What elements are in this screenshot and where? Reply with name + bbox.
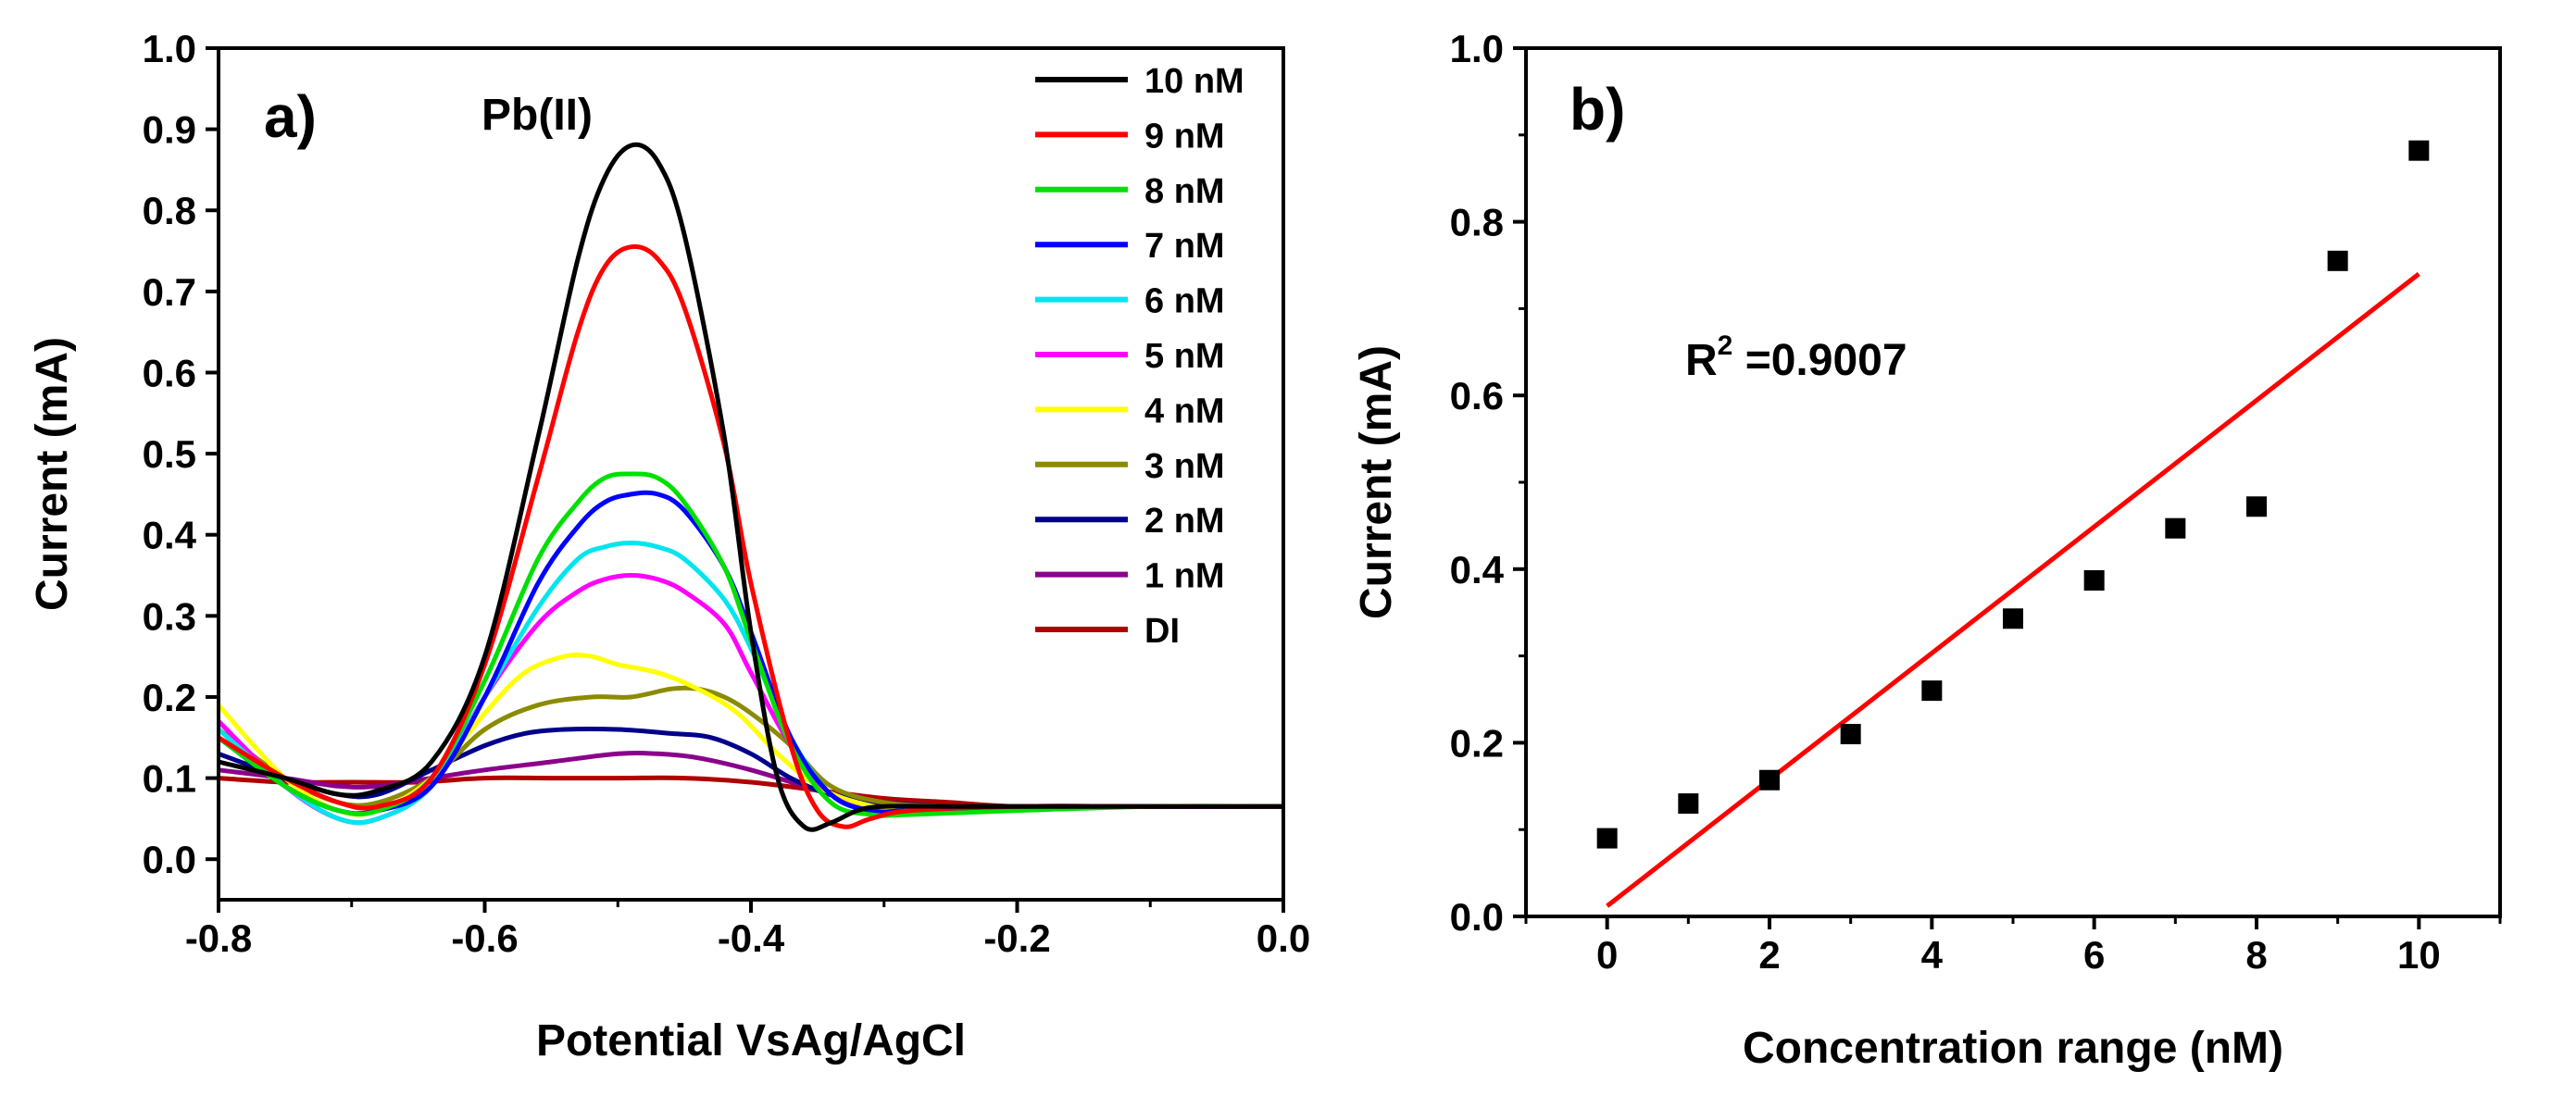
b-y-tick-label: 0.2 xyxy=(1450,721,1504,765)
a-legend-label-1: 9 nM xyxy=(1144,117,1225,156)
a-y-tick-label: 0.3 xyxy=(143,594,196,638)
b-x-tick-label: 6 xyxy=(2083,933,2105,977)
a-y-tick-label: 0.0 xyxy=(143,838,196,881)
b-data-point-7 xyxy=(2165,517,2186,539)
a-legend-label-8: 2 nM xyxy=(1144,502,1225,541)
a-panel-label: a) xyxy=(264,83,317,150)
b-data-point-6 xyxy=(2083,569,2105,591)
b-x-tick-label: 8 xyxy=(2245,933,2267,977)
b-data-point-0 xyxy=(1596,828,1618,849)
a-curves xyxy=(217,142,1284,832)
a-y-tick-label: 0.1 xyxy=(143,757,196,801)
b-y-axis-title: Current (mA) xyxy=(1352,345,1401,619)
a-x-tick-label: -0.6 xyxy=(451,916,518,960)
b-x-tick-label: 10 xyxy=(2397,933,2441,977)
a-legend-label-6: 4 nM xyxy=(1144,392,1225,430)
a-legend-label-4: 6 nM xyxy=(1144,282,1225,321)
b-panel-label: b) xyxy=(1569,76,1625,143)
b-data-point-2 xyxy=(1759,769,1780,791)
a-y-tick-label: 0.7 xyxy=(143,270,196,314)
panel-b: 0 2 4 6 8 10 0.00.20.40.60.81.0 b) R2 =0.9007… xyxy=(1352,27,2502,1073)
b-annotation-r: R xyxy=(1685,336,1718,385)
b-data-point-9 xyxy=(2327,250,2348,271)
a-y-axis-title: Current (mA) xyxy=(28,337,77,611)
b-annotation-value: =0.9007 xyxy=(1732,336,1907,385)
a-x-tick-label: -0.4 xyxy=(718,916,785,960)
a-legend-label-9: 1 nM xyxy=(1144,557,1225,596)
panel-a: -0.8 -0.6 -0.4 -0.2 0.0 0.00.10.20.30.40.50.… xyxy=(28,27,1310,1065)
a-y-tick-label: 1.0 xyxy=(143,27,196,70)
b-y-tick-label: 0.8 xyxy=(1450,201,1504,244)
b-x-axis-title: Concentration range (nM) xyxy=(1743,1024,2283,1073)
b-x-tick-label: 4 xyxy=(1921,933,1944,977)
b-data-point-8 xyxy=(2246,496,2267,517)
a-legend-label-5: 5 nM xyxy=(1144,337,1225,376)
a-legend-label-7: 3 nM xyxy=(1144,447,1225,486)
b-data-point-5 xyxy=(2003,608,2023,629)
b-data-point-1 xyxy=(1678,793,1699,815)
a-legend-label-3: 7 nM xyxy=(1144,227,1225,266)
b-data-point-3 xyxy=(1840,724,1861,745)
b-fit-line xyxy=(1606,271,2420,908)
a-y-tick-label: 0.9 xyxy=(143,108,196,152)
b-y-tick-label: 0.0 xyxy=(1450,895,1504,939)
a-y-tick-label: 0.5 xyxy=(143,432,196,476)
b-data-point-4 xyxy=(1921,680,1943,702)
a-legend-label-10: DI xyxy=(1144,612,1180,651)
a-y-tick-label: 0.4 xyxy=(143,514,197,557)
b-x-tick-label: 0 xyxy=(1596,933,1618,977)
b-x-ticks: 0 2 4 6 8 10 xyxy=(1524,916,2502,977)
a-x-tick-label: -0.8 xyxy=(185,916,252,960)
a-y-tick-label: 0.2 xyxy=(143,676,196,719)
a-annotation: Pb(II) xyxy=(481,91,593,140)
a-x-tick-label: 0.0 xyxy=(1257,916,1310,960)
b-marks xyxy=(1596,140,2430,908)
a-y-tick-label: 0.6 xyxy=(143,351,196,394)
a-series-line-1 xyxy=(217,243,1283,829)
b-annotation: R2 =0.9007 xyxy=(1685,330,1907,385)
b-y-tick-label: 0.4 xyxy=(1450,548,1505,592)
a-y-ticks: 0.0 0.1 0.2 0.3 0.4 0.5 0.6 0.7 0.8 0.9 1.0 xyxy=(143,27,219,881)
b-annotation-sup: 2 xyxy=(1718,330,1733,361)
a-legend-label-0: 10 nM xyxy=(1144,62,1244,101)
a-legend: 10 nM 9 nM 8 nM 7 nM 6 nM 5 nM 4 nM 3 nM 2 nM 1 n… xyxy=(1035,62,1244,651)
b-data-point-10 xyxy=(2408,140,2430,161)
b-x-tick-label: 2 xyxy=(1758,933,1780,977)
b-panel-label-text: b) xyxy=(1569,76,1625,143)
b-y-tick-label: 0.6 xyxy=(1450,374,1504,417)
b-y-tick-label: 1.0 xyxy=(1450,27,1504,70)
b-y-ticks: 0.0 0.2 0.4 0.6 0.8 1.0 xyxy=(1450,27,1526,939)
a-x-tick-label: -0.2 xyxy=(983,916,1050,960)
a-x-axis-title: Potential VsAg/AgCl xyxy=(536,1016,966,1065)
a-x-ticks: -0.8 -0.6 -0.4 -0.2 0.0 xyxy=(185,900,1310,960)
a-series-line-0 xyxy=(218,142,1283,832)
a-legend-label-2: 8 nM xyxy=(1144,172,1225,211)
a-y-tick-label: 0.8 xyxy=(143,189,196,232)
